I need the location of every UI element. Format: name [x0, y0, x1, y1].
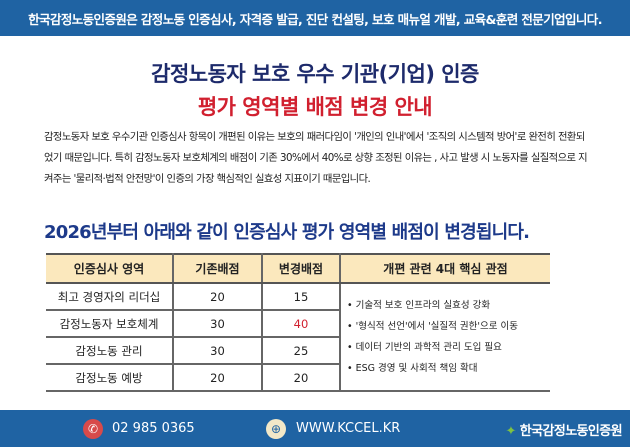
table-row: 감정노동 예방 20 20 [46, 364, 550, 392]
phone-number[interactable]: 02 985 0365 [112, 421, 195, 436]
table-row: 감정노동자 보호체계 30 40 [46, 310, 550, 338]
new-score-cell: 20 [262, 364, 341, 392]
key-points-cell: • 기술적 보호 인프라의 실효성 강화 • '형식적 선언'에서 '실질적 권… [340, 283, 550, 392]
area-cell: 감정노동 예방 [46, 364, 174, 392]
top-banner: 한국감정노동인증원은 감정노동 인증심사, 자격증 발급, 진단 컨설팅, 보호… [0, 0, 630, 36]
intro-paragraph: 감정노동자 보호 우수기관 인증심사 항목이 개편된 이유는 보호의 패러다임이… [44, 131, 588, 185]
logo-mark-icon: ✦ [505, 424, 517, 439]
globe-icon: ⊕ [266, 419, 286, 439]
key-point: • 기술적 보호 인프라의 실효성 강화 [347, 300, 491, 311]
headline: 2026년부터 아래와 같이 인증심사 평가 영역별 배점이 변경됩니다. [44, 222, 530, 243]
company-logo: ✦ 한국감정노동인증원 [505, 424, 623, 439]
old-score-cell: 30 [173, 310, 263, 338]
banner-text: 한국감정노동인증원은 감정노동 인증심사, 자격증 발급, 진단 컨설팅, 보호… [28, 11, 602, 27]
website-link[interactable]: WWW.KCCEL.KR [296, 421, 401, 436]
key-point: • ESG 경영 및 사회적 책임 확대 [347, 363, 478, 374]
table-header-row: 인증심사 영역 기존배점 변경배점 개편 관련 4대 핵심 관점 [46, 253, 550, 284]
col-header-area: 인증심사 영역 [46, 253, 174, 284]
new-score-cell-highlight: 40 [262, 310, 341, 338]
new-score-cell: 25 [262, 337, 341, 365]
col-header-new: 변경배점 [262, 253, 341, 284]
area-cell: 최고 경영자의 리더십 [46, 283, 174, 311]
area-cell: 감정노동 관리 [46, 337, 174, 365]
footer: ✆ 02 985 0365 ⊕ WWW.KCCEL.KR ✦ 한국감정노동인증원 [0, 410, 630, 447]
phone-icon: ✆ [83, 419, 103, 439]
table-row: 감정노동 관리 30 25 [46, 337, 550, 365]
page-subtitle: 평가 영역별 배점 변경 안내 [197, 95, 433, 119]
page-title: 감정노동자 보호 우수 기관(기업) 인증 [151, 62, 479, 86]
area-cell: 감정노동자 보호체계 [46, 310, 174, 338]
score-table: 인증심사 영역 기존배점 변경배점 개편 관련 4대 핵심 관점 최고 경영자의… [46, 253, 550, 392]
new-score-cell: 15 [262, 283, 341, 311]
old-score-cell: 20 [173, 364, 263, 392]
old-score-cell: 30 [173, 337, 263, 365]
col-header-old: 기존배점 [173, 253, 263, 284]
old-score-cell: 20 [173, 283, 263, 311]
table-row: 최고 경영자의 리더십 20 15 • 기술적 보호 인프라의 실효성 강화 •… [46, 283, 550, 392]
col-header-points: 개편 관련 4대 핵심 관점 [340, 253, 550, 284]
key-point: • '형식적 선언'에서 '실질적 권한'으로 이동 [347, 321, 518, 332]
key-point: • 데이터 기반의 과학적 관리 도입 필요 [347, 342, 502, 353]
